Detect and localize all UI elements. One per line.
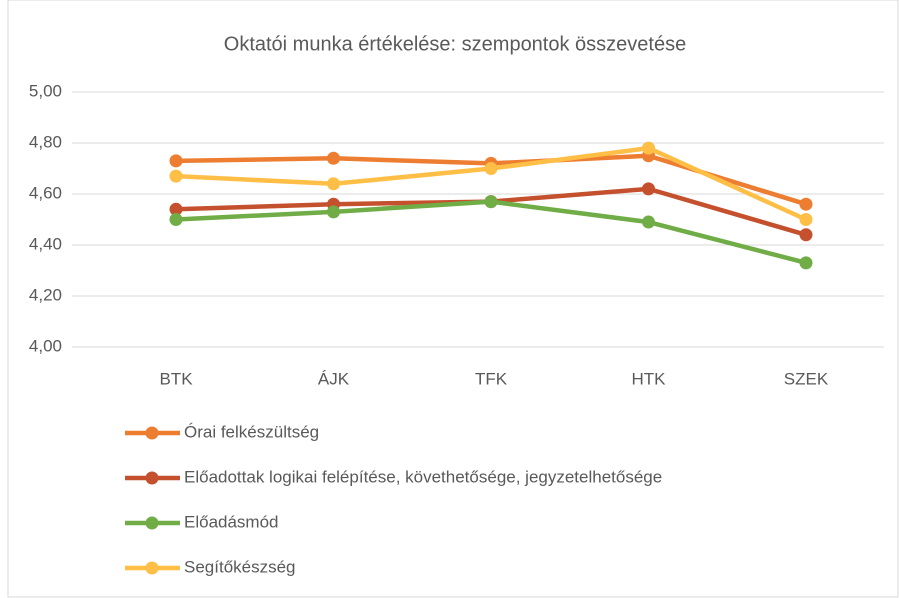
- legend-marker: [145, 561, 159, 575]
- data-point: [642, 215, 655, 229]
- data-point: [169, 202, 183, 216]
- data-point: [799, 213, 813, 226]
- legend-label: Előadásmód: [184, 512, 279, 531]
- data-point: [169, 169, 183, 183]
- y-tick-label: 4,60: [29, 183, 62, 202]
- x-tick-label: SZEK: [784, 369, 829, 388]
- y-tick-label: 5,00: [29, 81, 62, 100]
- data-point: [327, 205, 340, 219]
- y-tick-label: 4,40: [29, 234, 62, 253]
- x-tick-label: TFK: [475, 369, 508, 388]
- chart-border: [7, 0, 899, 598]
- x-tick-label: BTK: [159, 369, 193, 388]
- data-point: [484, 195, 498, 209]
- data-point: [799, 228, 813, 242]
- data-point: [169, 213, 183, 226]
- chart-title: Oktatói munka értékelése: szempontok öss…: [224, 33, 686, 55]
- legend-marker: [145, 426, 159, 440]
- y-tick-label: 4,20: [29, 285, 62, 304]
- legend-label: Segítőkészség: [184, 557, 296, 576]
- data-point: [642, 141, 655, 155]
- legend-marker: [145, 516, 159, 530]
- x-tick-label: HTK: [632, 369, 667, 388]
- data-point: [799, 256, 813, 270]
- data-point: [642, 182, 655, 196]
- legend-marker: [145, 471, 159, 485]
- y-tick-label: 4,80: [29, 132, 62, 151]
- y-tick-label: 4,00: [29, 336, 62, 355]
- data-point: [327, 177, 340, 191]
- data-point: [799, 197, 813, 211]
- data-point: [327, 151, 340, 165]
- x-tick-label: ÁJK: [318, 369, 350, 388]
- legend-label: Előadottak logikai felépítése, követhető…: [184, 467, 662, 486]
- data-point: [484, 162, 498, 175]
- legend-label: Órai felkészültség: [184, 422, 319, 441]
- data-point: [169, 154, 183, 168]
